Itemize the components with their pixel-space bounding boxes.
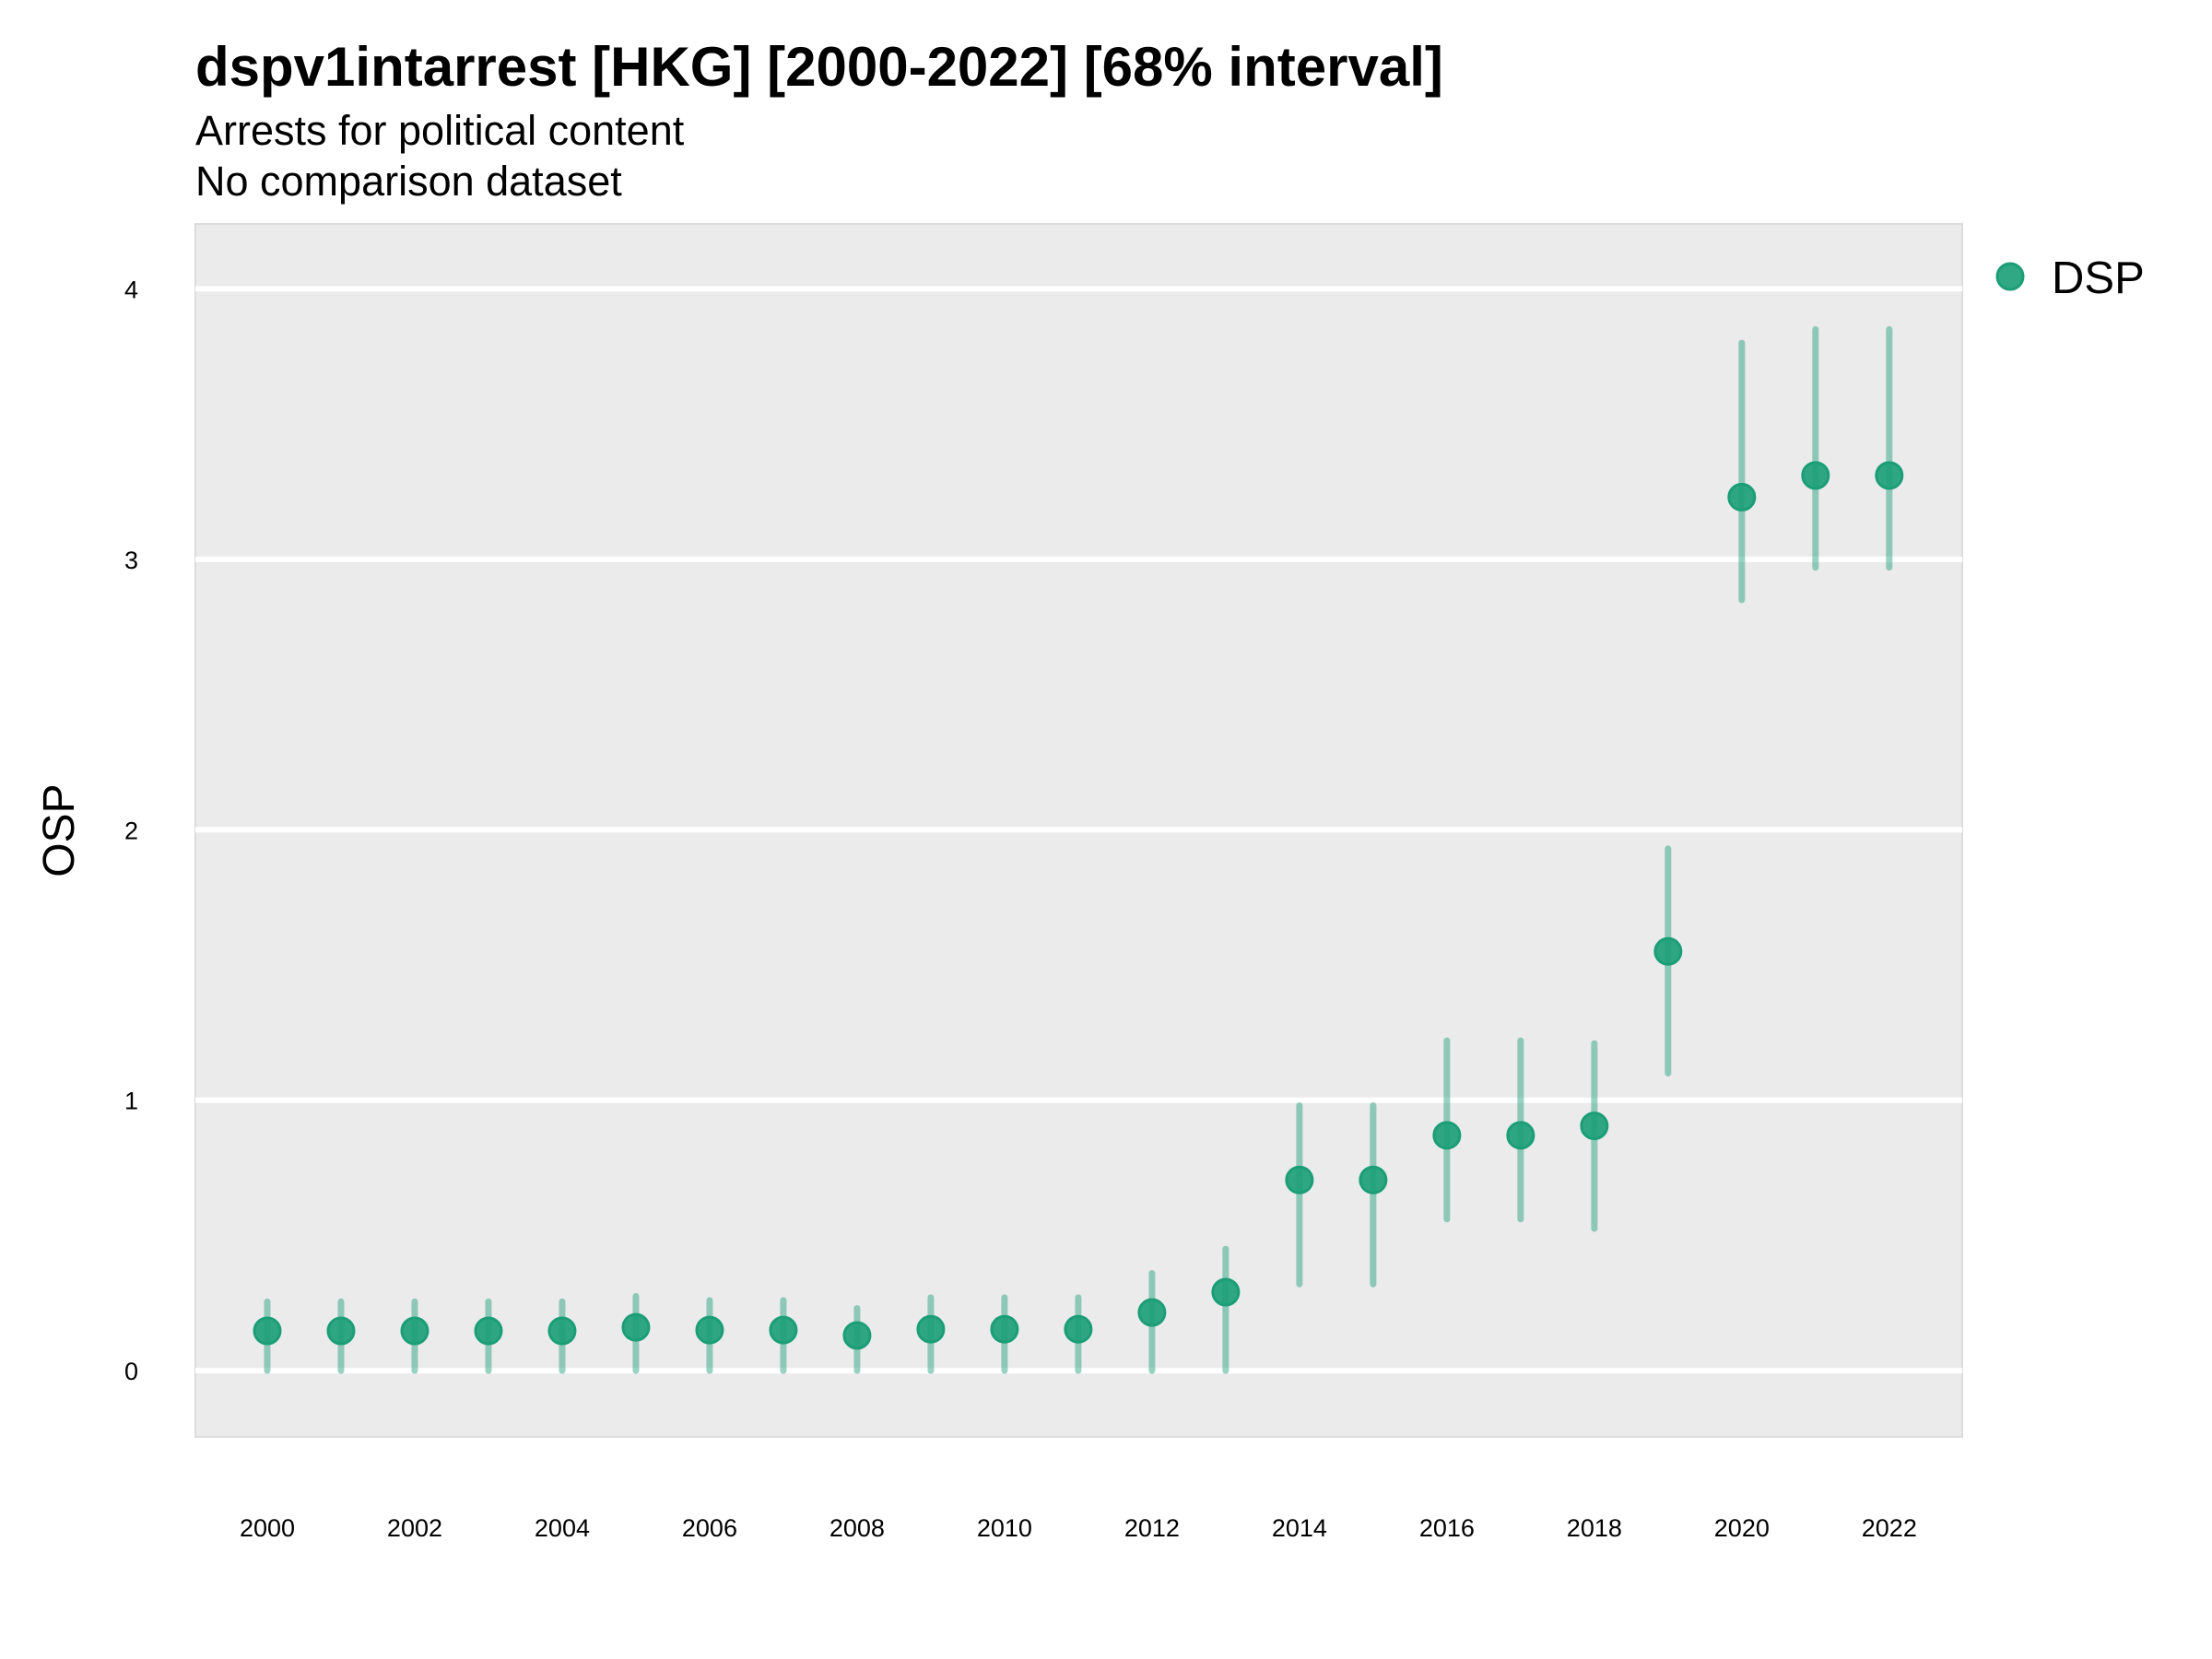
y-axis-ticks: 0 1 2 3 4 [124,276,138,1385]
data-point-2001 [326,1316,356,1346]
legend-marker-dsp [1995,262,2025,291]
y-tick-label: 3 [124,547,138,574]
chart-subtitle: Arrests for political content [195,107,685,154]
data-point-2008 [842,1321,872,1350]
x-tick-label: 2016 [1419,1514,1475,1542]
y-tick-label: 4 [124,276,138,303]
x-tick-label: 2008 [830,1514,885,1542]
data-point-2000 [253,1316,282,1346]
x-tick-label: 2000 [240,1514,295,1542]
data-point-2007 [769,1315,798,1345]
x-axis-ticks: 2000 2002 2004 2006 2008 2010 2012 2014 2016 2018… [240,1514,1917,1542]
data-point-2010 [990,1314,1019,1344]
y-tick-label: 2 [124,817,138,844]
data-point-2020 [1727,482,1757,512]
data-point-2009 [916,1314,946,1344]
x-tick-label: 2022 [1862,1514,1917,1542]
x-tick-label: 2004 [535,1514,590,1542]
data-point-2016 [1432,1121,1462,1150]
data-points [253,461,1904,1350]
y-axis-title: OSP [35,783,84,877]
data-point-2012 [1137,1298,1167,1327]
data-point-2019 [1653,936,1683,966]
data-point-2018 [1580,1112,1609,1141]
data-point-2002 [400,1316,429,1346]
legend: DSP [1995,253,2145,303]
data-point-2011 [1064,1314,1093,1344]
data-point-2021 [1801,461,1830,490]
x-tick-label: 2002 [387,1514,442,1542]
data-point-2017 [1506,1121,1535,1150]
data-point-2004 [547,1316,577,1346]
y-tick-label: 1 [124,1088,138,1115]
data-point-2005 [621,1312,651,1342]
x-tick-label: 2018 [1567,1514,1622,1542]
x-tick-label: 2020 [1714,1514,1770,1542]
data-point-2015 [1359,1165,1388,1194]
x-tick-label: 2006 [682,1514,737,1542]
chart-title: dspv1intarrest [HKG] [2000-2022] [68% in… [195,36,1443,98]
y-tick-label: 0 [124,1358,138,1385]
gridlines [195,286,1962,1374]
data-point-2013 [1211,1277,1241,1307]
data-point-2003 [474,1316,503,1346]
chart-subtitle-comparison: No comparison dataset [195,158,622,205]
x-tick-label: 2014 [1272,1514,1327,1542]
legend-label-dsp: DSP [2052,253,2145,303]
data-point-2006 [695,1315,724,1345]
x-tick-label: 2012 [1124,1514,1180,1542]
x-tick-label: 2010 [977,1514,1032,1542]
data-point-2014 [1285,1165,1314,1194]
data-point-2022 [1875,461,1904,490]
